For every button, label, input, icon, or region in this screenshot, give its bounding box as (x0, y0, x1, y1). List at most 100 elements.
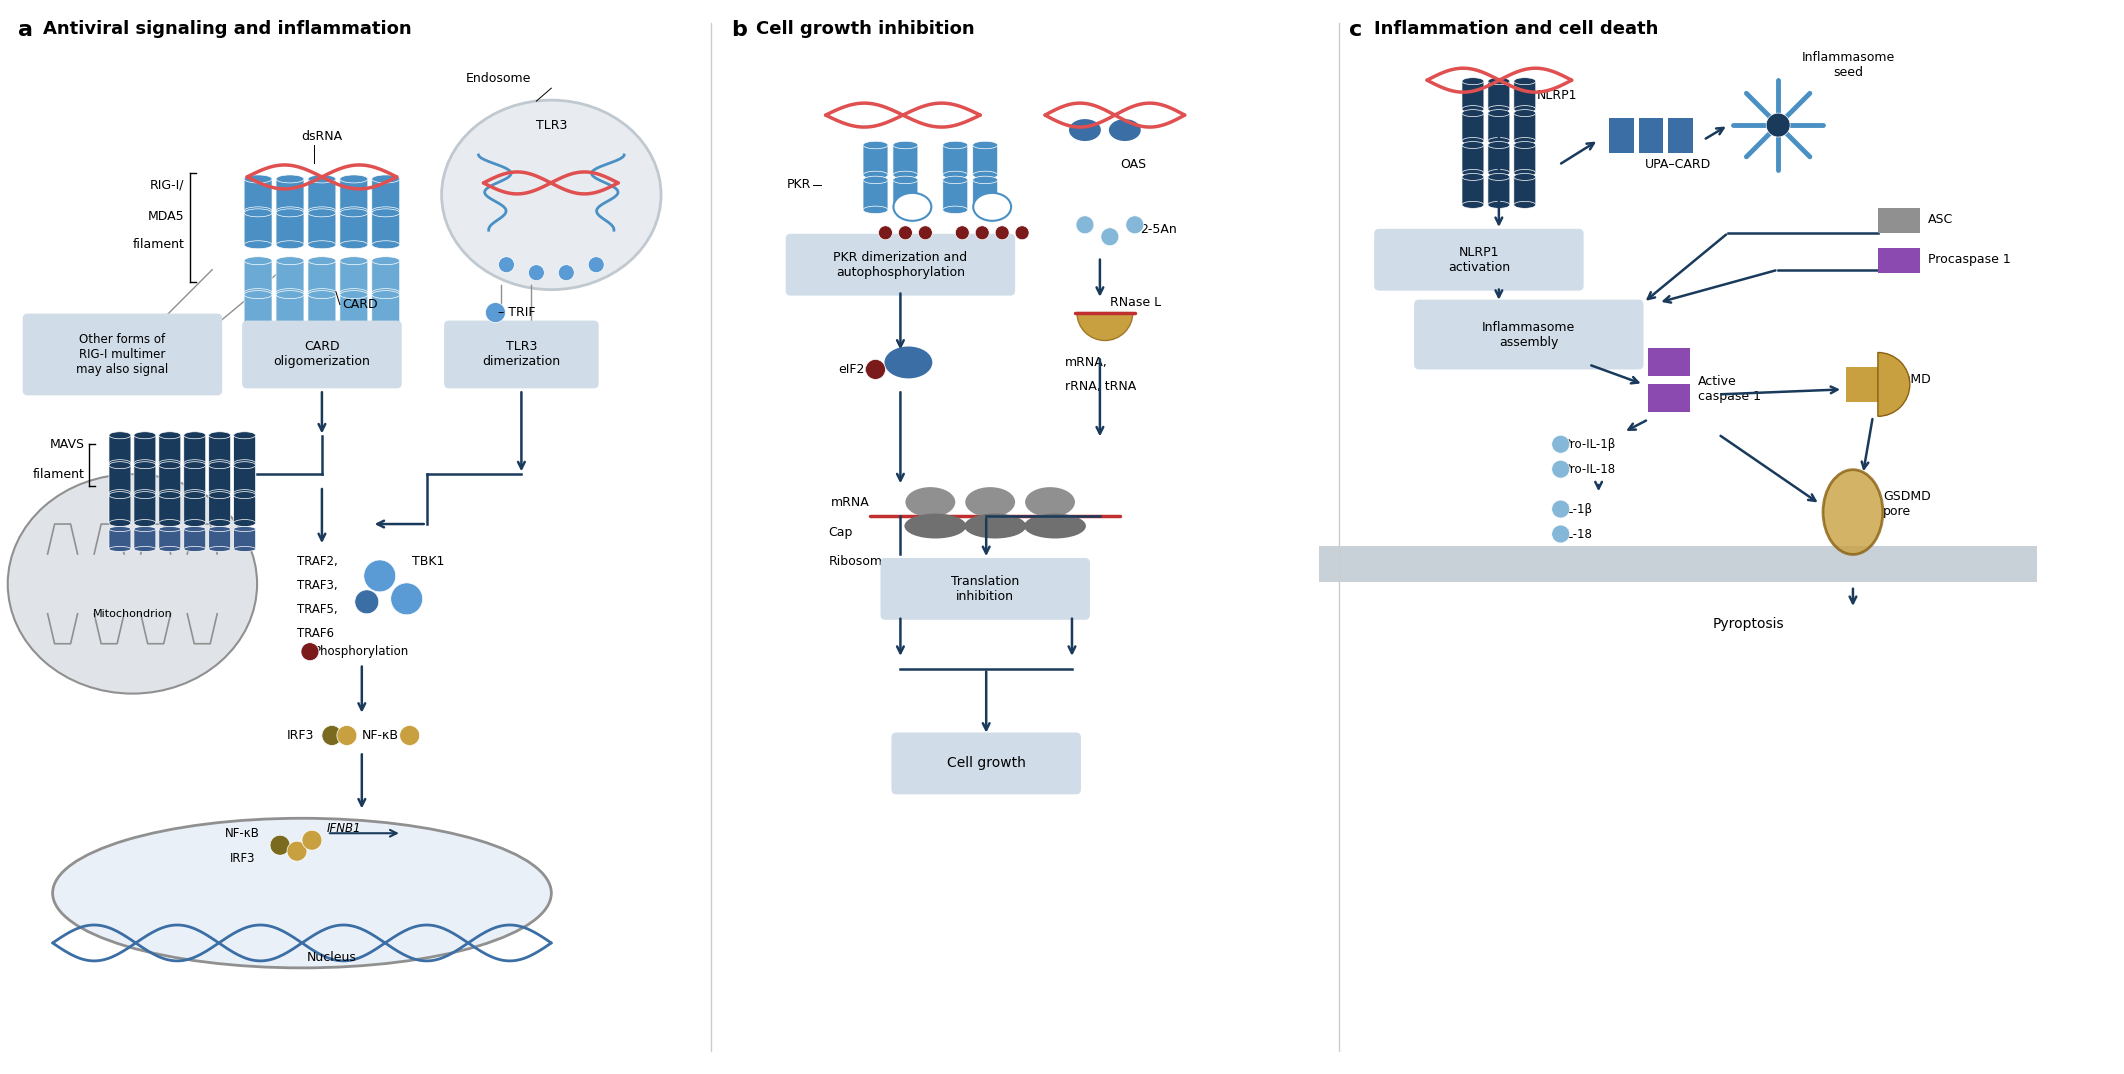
Ellipse shape (134, 526, 155, 532)
Text: MAVS: MAVS (49, 438, 85, 451)
Text: RNase L: RNase L (1111, 296, 1162, 309)
FancyBboxPatch shape (234, 495, 255, 523)
Text: Pro-IL-18: Pro-IL-18 (1563, 463, 1616, 476)
Text: Nucleus: Nucleus (308, 952, 357, 964)
FancyBboxPatch shape (1489, 177, 1510, 205)
FancyBboxPatch shape (1374, 229, 1585, 291)
Text: Translation
inhibition: Translation inhibition (952, 575, 1020, 603)
Text: Pro-IL-1β: Pro-IL-1β (1563, 438, 1616, 451)
FancyBboxPatch shape (308, 213, 336, 245)
Text: IL-18: IL-18 (1563, 527, 1593, 540)
FancyBboxPatch shape (244, 294, 272, 326)
Ellipse shape (134, 462, 155, 468)
Ellipse shape (1822, 469, 1882, 554)
Ellipse shape (134, 547, 155, 551)
Ellipse shape (308, 241, 336, 249)
Ellipse shape (185, 492, 206, 498)
Ellipse shape (862, 171, 888, 178)
Text: NF-κB: NF-κB (361, 729, 399, 742)
Text: filament: filament (32, 467, 85, 481)
Circle shape (529, 264, 544, 280)
FancyBboxPatch shape (1514, 113, 1536, 141)
Ellipse shape (372, 207, 399, 215)
FancyBboxPatch shape (244, 213, 272, 245)
Ellipse shape (973, 193, 1011, 221)
Bar (1638, 118, 1663, 153)
Ellipse shape (372, 257, 399, 264)
Text: CARD: CARD (342, 299, 378, 311)
Ellipse shape (234, 492, 255, 498)
Circle shape (302, 642, 319, 661)
Circle shape (918, 226, 932, 240)
FancyBboxPatch shape (185, 435, 206, 463)
Circle shape (1553, 435, 1570, 453)
Ellipse shape (185, 490, 206, 496)
Ellipse shape (185, 432, 206, 439)
Text: PKR dimerization and
autophosphorylation: PKR dimerization and autophosphorylation (833, 250, 966, 279)
FancyBboxPatch shape (340, 213, 367, 245)
FancyBboxPatch shape (308, 261, 336, 292)
FancyBboxPatch shape (159, 465, 181, 493)
Ellipse shape (185, 460, 206, 467)
Bar (1846, 367, 1882, 403)
Ellipse shape (1461, 137, 1485, 145)
FancyBboxPatch shape (308, 179, 336, 211)
Circle shape (1015, 226, 1030, 240)
Ellipse shape (1461, 173, 1485, 180)
Ellipse shape (185, 520, 206, 526)
Text: TBK1: TBK1 (412, 555, 444, 568)
Text: GSDMD
pore: GSDMD pore (1882, 490, 1931, 518)
Circle shape (363, 560, 395, 592)
Ellipse shape (1514, 110, 1536, 117)
Ellipse shape (208, 520, 232, 526)
Circle shape (287, 841, 308, 861)
Ellipse shape (244, 322, 272, 331)
FancyBboxPatch shape (185, 495, 206, 523)
Text: PKR: PKR (786, 178, 811, 191)
Ellipse shape (1514, 77, 1536, 85)
Ellipse shape (244, 241, 272, 249)
FancyBboxPatch shape (108, 435, 132, 463)
Text: – TRIF: – TRIF (499, 306, 535, 319)
Ellipse shape (159, 520, 181, 526)
Ellipse shape (1461, 110, 1485, 117)
Ellipse shape (1489, 110, 1510, 117)
FancyBboxPatch shape (244, 179, 272, 211)
Ellipse shape (208, 547, 232, 551)
FancyBboxPatch shape (108, 495, 132, 523)
FancyBboxPatch shape (134, 435, 155, 463)
Ellipse shape (234, 520, 255, 526)
FancyBboxPatch shape (234, 529, 255, 549)
Ellipse shape (108, 526, 132, 532)
FancyBboxPatch shape (1461, 177, 1485, 205)
Circle shape (1100, 228, 1119, 246)
Ellipse shape (276, 289, 304, 296)
FancyBboxPatch shape (1415, 300, 1644, 369)
FancyBboxPatch shape (340, 179, 367, 211)
Text: IRF3: IRF3 (229, 852, 255, 865)
Text: MDA5: MDA5 (149, 211, 185, 223)
Ellipse shape (134, 490, 155, 496)
Text: mRNA,: mRNA, (1064, 355, 1109, 369)
Ellipse shape (892, 206, 918, 214)
FancyBboxPatch shape (892, 145, 918, 175)
Circle shape (302, 830, 323, 851)
Ellipse shape (1489, 170, 1510, 176)
FancyBboxPatch shape (276, 294, 304, 326)
Ellipse shape (208, 492, 232, 498)
Circle shape (338, 726, 357, 745)
Circle shape (499, 257, 514, 273)
Circle shape (1077, 216, 1094, 234)
FancyBboxPatch shape (372, 213, 399, 245)
Ellipse shape (1514, 142, 1536, 148)
Ellipse shape (862, 176, 888, 184)
Ellipse shape (1514, 170, 1536, 176)
Text: Ribosome: Ribosome (828, 555, 890, 568)
Ellipse shape (340, 257, 367, 264)
Ellipse shape (208, 490, 232, 496)
FancyBboxPatch shape (1461, 113, 1485, 141)
Ellipse shape (244, 289, 272, 296)
Text: b: b (731, 20, 748, 41)
Text: rRNA, tRNA: rRNA, tRNA (1064, 380, 1136, 393)
Ellipse shape (134, 432, 155, 439)
